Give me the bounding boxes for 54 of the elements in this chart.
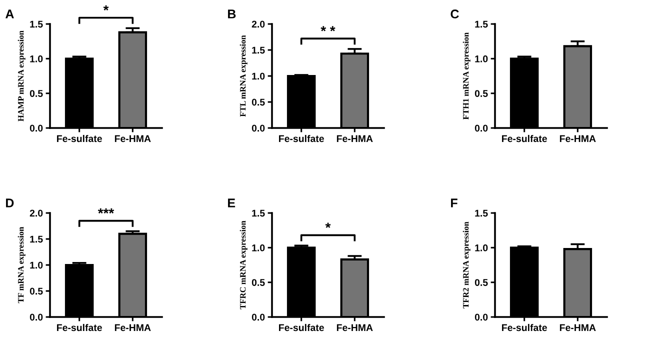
text: * bbox=[103, 5, 109, 10]
y-tick-label: 0.5 bbox=[474, 90, 488, 97]
y-tick-label: 0.0 bbox=[252, 314, 265, 321]
x-tick-label: Fe-sulfate bbox=[502, 324, 547, 332]
y-tick-label: 0.0 bbox=[474, 124, 488, 132]
annotation: *** bbox=[98, 208, 114, 214]
y-tick-label: 2.0 bbox=[30, 210, 43, 217]
y-tick-label: 1.5 bbox=[30, 236, 43, 243]
y-tick-label: 0.5 bbox=[30, 288, 43, 295]
chart-title: C bbox=[450, 10, 459, 18]
y-tick-label: 1.0 bbox=[252, 72, 265, 80]
y-axis-title: TFR2 mRNA expression bbox=[462, 222, 470, 308]
y-tick-label: 2.0 bbox=[252, 20, 265, 28]
y-tick-label: 1.0 bbox=[475, 244, 488, 252]
y-tick-label: 1.0 bbox=[30, 262, 43, 269]
x-tick-label: Fe-sulfate bbox=[57, 324, 102, 332]
chart-title: F bbox=[451, 198, 458, 208]
chart-title: A bbox=[6, 10, 14, 18]
y-tick-label: 0.0 bbox=[252, 124, 265, 132]
y-tick-label: 1.5 bbox=[475, 210, 488, 217]
y-tick-label: 0.0 bbox=[30, 124, 43, 132]
annotation: * * bbox=[320, 26, 336, 32]
chart-title: D bbox=[6, 198, 14, 208]
chart-title: B bbox=[228, 10, 236, 18]
y-tick-label: 0.5 bbox=[252, 279, 265, 286]
y-axis-title: TF mRNA expression bbox=[18, 226, 26, 304]
x-tick-label: Fe-HMA bbox=[560, 135, 596, 142]
y-tick-label: 0.5 bbox=[474, 279, 488, 286]
x-tick-label: Fe-HMA bbox=[114, 135, 151, 142]
y-axis-title: TFRC mRNA expression bbox=[240, 220, 248, 310]
y-axis-title: FTL mRNA expression bbox=[240, 35, 248, 117]
x-tick-label: Fe-sulfate bbox=[279, 324, 324, 332]
y-tick-label: 0.0 bbox=[30, 314, 43, 321]
y-tick-label: 1.5 bbox=[30, 20, 43, 28]
y-axis-title: FTH1 mRNA expression bbox=[462, 32, 470, 120]
y-axis-title: HAMP mRNA expression bbox=[18, 30, 26, 122]
y-tick-label: 1.5 bbox=[252, 210, 265, 217]
y-tick-label: 1.0 bbox=[30, 55, 43, 62]
annotation: * bbox=[325, 222, 331, 228]
x-tick-label: Fe-sulfate bbox=[57, 134, 102, 142]
x-tick-label: Fe-HMA bbox=[336, 135, 373, 142]
x-tick-label: Fe-HMA bbox=[560, 324, 596, 332]
x-tick-label: Fe-HMA bbox=[114, 324, 151, 332]
y-tick-label: 1.5 bbox=[475, 20, 488, 28]
x-tick-label: Fe-sulfate bbox=[279, 134, 324, 142]
y-tick-label: 1.5 bbox=[252, 46, 265, 54]
y-tick-label: 0.5 bbox=[252, 98, 265, 106]
chart-title: E bbox=[228, 198, 236, 208]
y-tick-label: 0.0 bbox=[474, 314, 488, 321]
y-tick-label: 1.0 bbox=[252, 244, 265, 252]
x-tick-label: Fe-sulfate bbox=[502, 134, 547, 142]
y-tick-label: 1.0 bbox=[475, 55, 488, 62]
y-tick-label: 0.5 bbox=[30, 90, 43, 97]
x-tick-label: Fe-HMA bbox=[336, 324, 373, 332]
